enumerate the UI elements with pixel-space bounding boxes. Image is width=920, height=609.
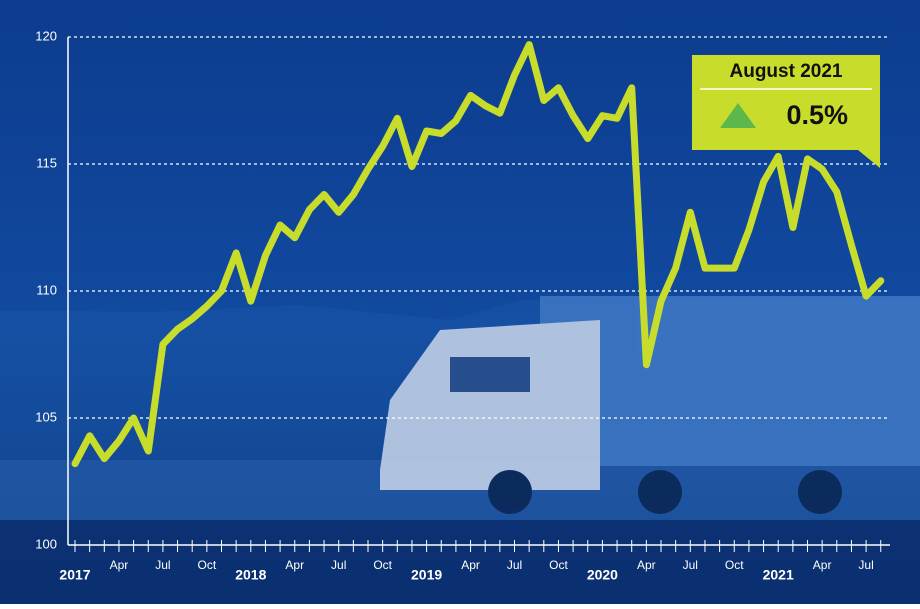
y-tick-label: 110	[36, 282, 57, 297]
x-tick-label: Apr	[813, 558, 832, 572]
callout-title: August 2021	[730, 61, 843, 82]
truck	[380, 296, 920, 514]
callout-box	[692, 55, 880, 168]
x-tick-label: 2019	[411, 567, 442, 583]
x-tick-label: Oct	[725, 558, 744, 572]
road	[0, 520, 920, 604]
x-tick-label: Oct	[373, 558, 392, 572]
y-tick-label: 115	[36, 155, 57, 170]
y-tick-label: 120	[35, 28, 57, 43]
x-tick-label: Oct	[549, 558, 568, 572]
x-tick-label: Oct	[198, 558, 217, 572]
x-tick-label: Jul	[155, 558, 170, 572]
callout: August 2021 0.5%	[692, 55, 880, 168]
x-tick-label: 2020	[587, 567, 618, 583]
x-tick-label: Apr	[637, 558, 656, 572]
x-tick-label: Jul	[331, 558, 346, 572]
change-arrow	[720, 103, 756, 128]
x-tick-label: 2018	[235, 567, 266, 583]
callout-value: 0.5%	[786, 100, 848, 130]
x-tick-label: 2017	[59, 567, 90, 583]
y-tick-label: 105	[35, 409, 57, 424]
x-tick-label: Apr	[285, 558, 304, 572]
x-tick-label: Jul	[507, 558, 522, 572]
x-tick-label: Jul	[858, 558, 873, 572]
y-tick-label: 100	[35, 536, 57, 551]
line	[71, 41, 885, 468]
x-tick-label: 2021	[763, 567, 794, 583]
x-tick-label: Jul	[683, 558, 698, 572]
x-tick-label: Apr	[110, 558, 129, 572]
x-tick-label: Apr	[461, 558, 480, 572]
